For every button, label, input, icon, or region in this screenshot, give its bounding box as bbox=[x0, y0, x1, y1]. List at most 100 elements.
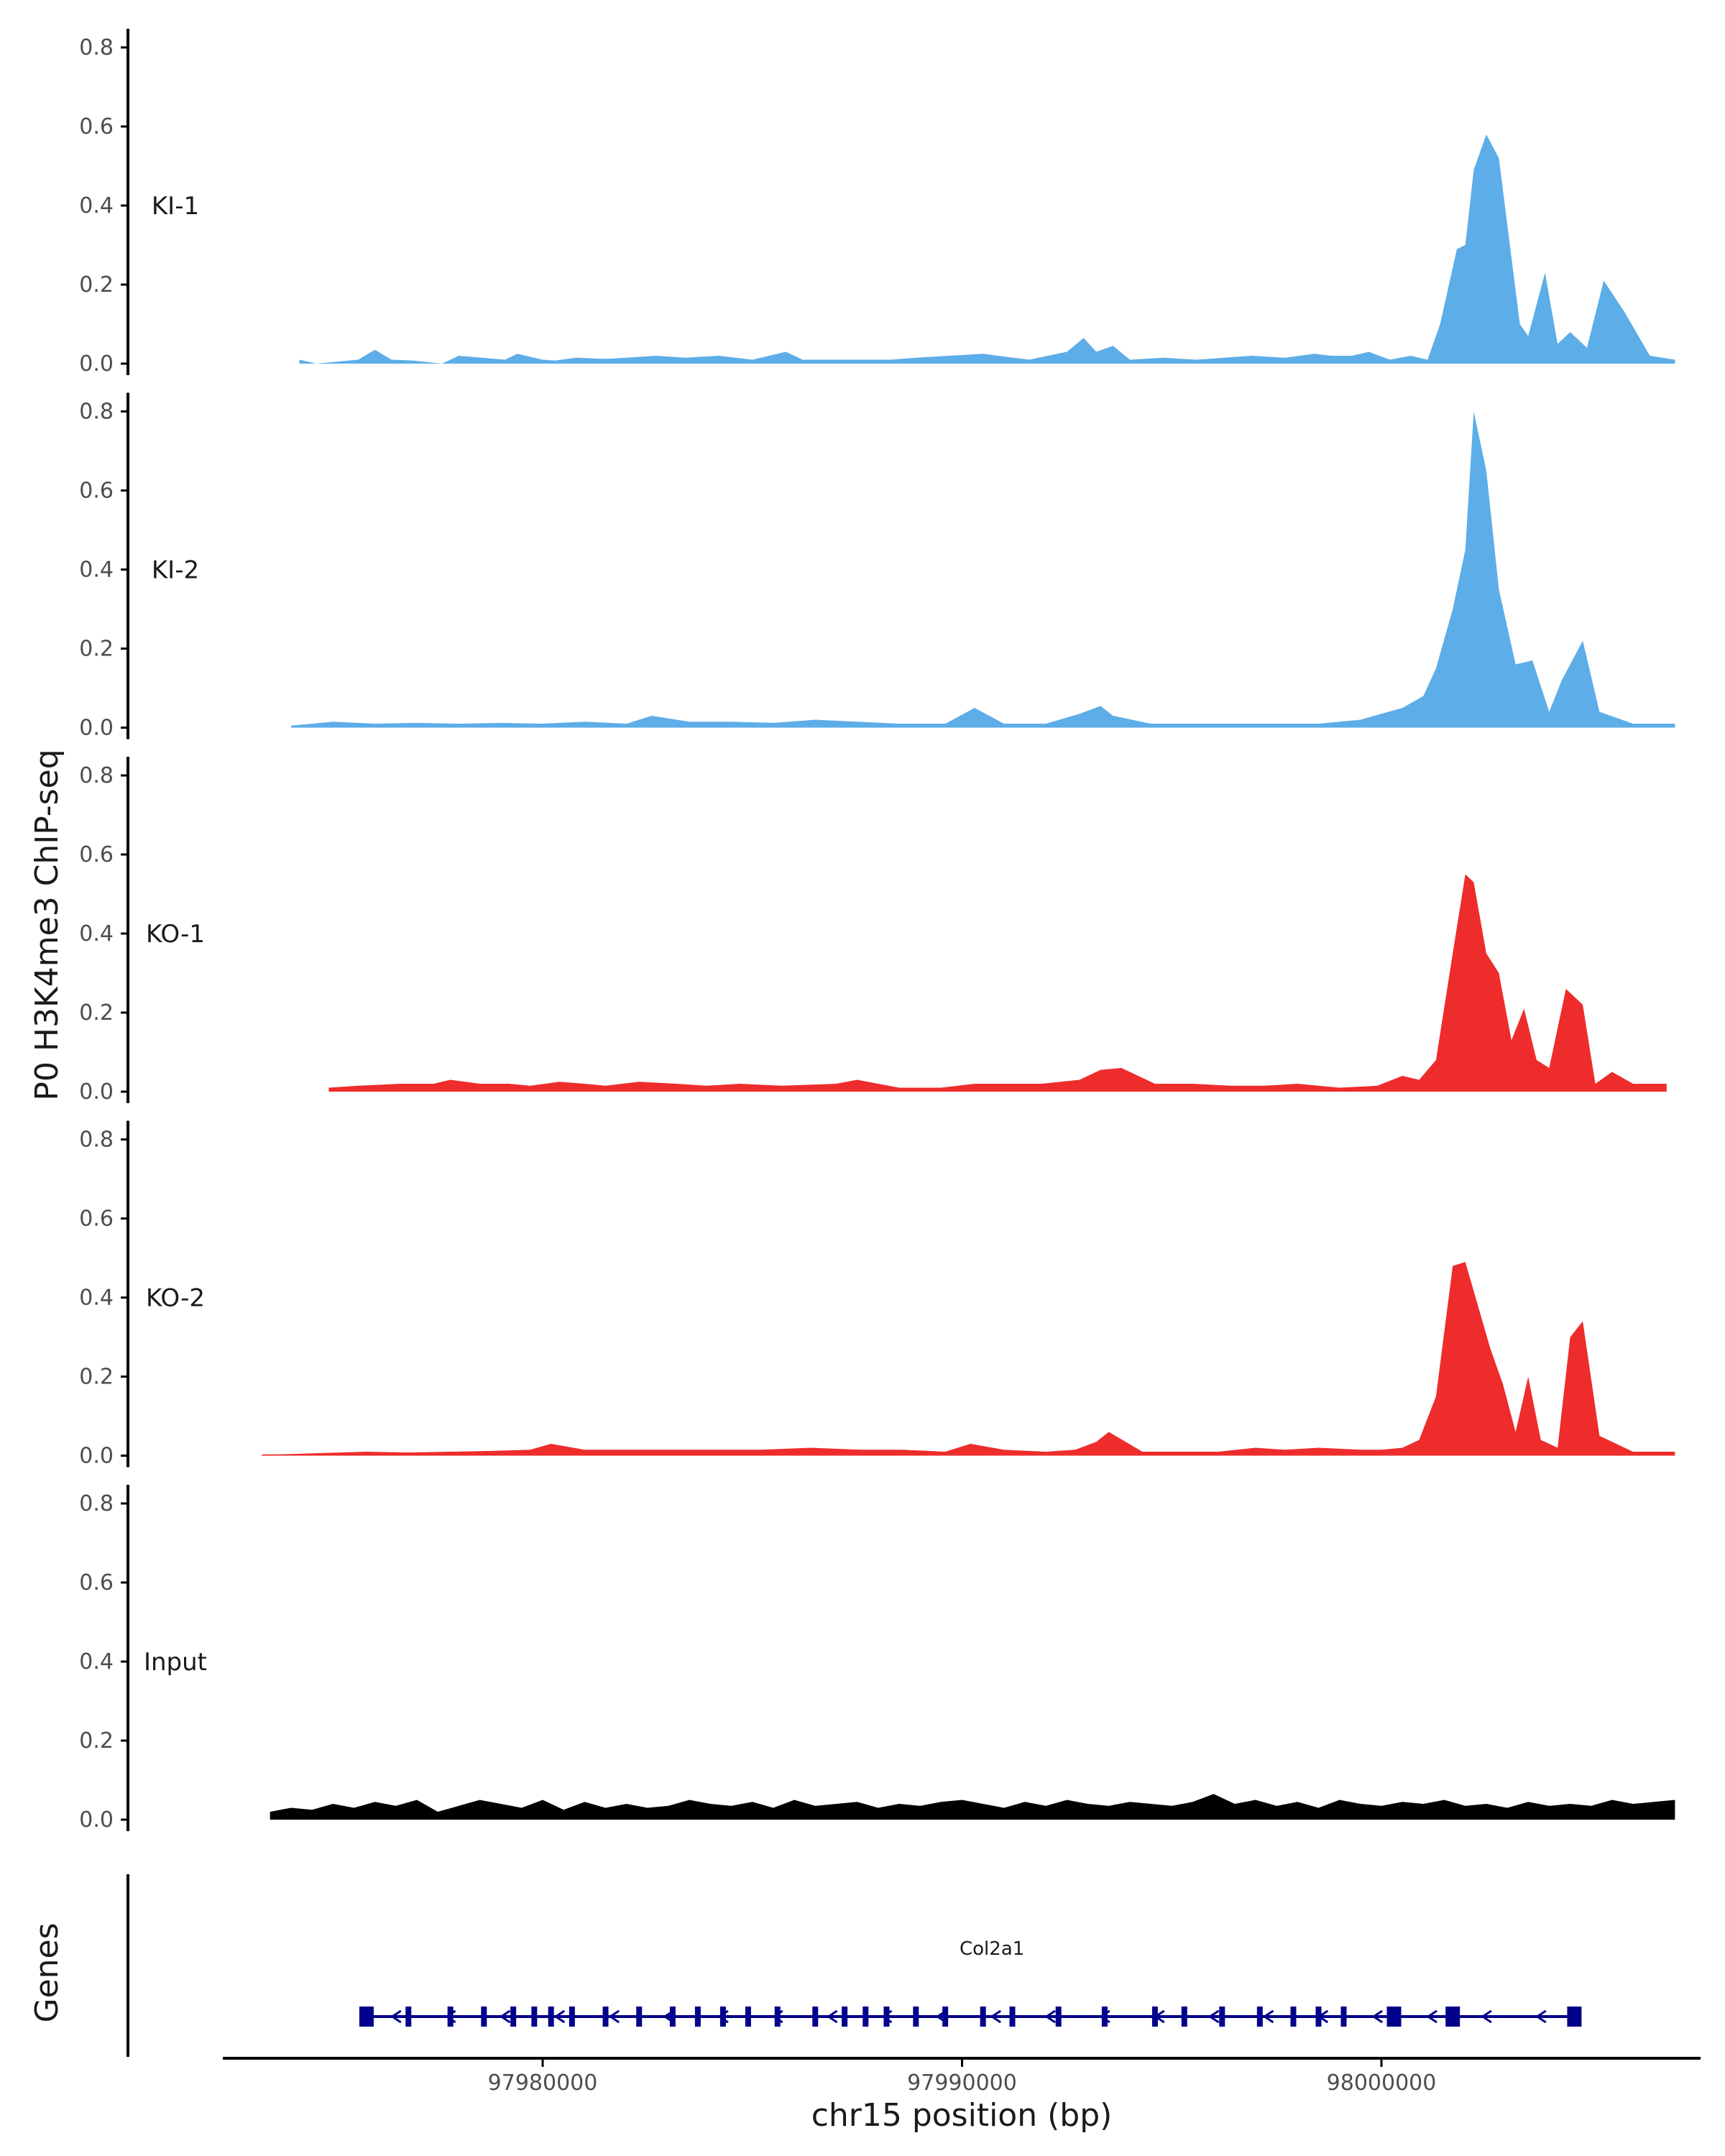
y-tick-label: 0.2 bbox=[79, 1365, 114, 1390]
strand-arrow bbox=[1481, 2009, 1492, 2024]
strand-arrow bbox=[990, 2009, 1002, 2024]
x-tick-label: 97980000 bbox=[488, 2070, 598, 2096]
track-ki-1: 0.0 0.2 0.4 0.6 0.8 KI-1 bbox=[79, 29, 1675, 377]
strand-arrow bbox=[499, 2009, 511, 2024]
gene-exon bbox=[1151, 2007, 1158, 2027]
strand-arrow bbox=[1262, 2009, 1274, 2024]
track-label: KI-1 bbox=[152, 192, 199, 221]
gene-exon bbox=[359, 2007, 374, 2027]
strand-arrow bbox=[1535, 2009, 1547, 2024]
y-tick-label: 0.6 bbox=[79, 114, 114, 139]
y-tick-label: 0.8 bbox=[79, 35, 114, 60]
gene-exon bbox=[669, 2007, 676, 2027]
y-tick-label: 0.0 bbox=[79, 716, 114, 741]
gene-exon bbox=[510, 2007, 517, 2027]
track-label: KI-2 bbox=[152, 556, 199, 585]
gene-exon bbox=[481, 2007, 487, 2027]
gene-exon bbox=[883, 2007, 890, 2027]
gene-exon bbox=[548, 2007, 554, 2027]
gene-exon bbox=[1340, 2007, 1347, 2027]
y-tick-label: 0.8 bbox=[79, 1128, 114, 1153]
strand-arrow bbox=[390, 2009, 402, 2024]
strand-arrow bbox=[1371, 2009, 1384, 2024]
gene-exon bbox=[719, 2007, 726, 2027]
y-tick-label: 0.2 bbox=[79, 1000, 114, 1026]
y-tick-label: 0.0 bbox=[79, 1444, 114, 1469]
y-tick-label: 0.2 bbox=[79, 272, 114, 298]
genes-axis-title: Genes bbox=[29, 1922, 65, 2022]
strand-arrow bbox=[608, 2009, 620, 2024]
gene-exon bbox=[913, 2007, 919, 2027]
strand-arrow bbox=[826, 2009, 838, 2024]
gene-exon bbox=[1219, 2007, 1225, 2027]
gene-exon bbox=[1386, 2007, 1402, 2027]
track-label: Input bbox=[144, 1648, 207, 1677]
y-tick-label: 0.4 bbox=[79, 921, 114, 946]
gene-exon bbox=[1101, 2007, 1108, 2027]
signal-area-input bbox=[270, 1794, 1675, 1820]
gene-exon bbox=[1567, 2007, 1582, 2027]
tracks-layer: 0.00.20.40.60.8KI-10.00.20.40.60.8KI-20.… bbox=[79, 29, 1675, 1833]
y-tick-label: 0.0 bbox=[79, 1079, 114, 1105]
y-tick-label: 0.6 bbox=[79, 479, 114, 504]
track-input: 0.0 0.2 0.4 0.6 0.8 Input bbox=[79, 1485, 1675, 1833]
y-tick-label: 0.6 bbox=[79, 842, 114, 867]
track-label: KO-1 bbox=[146, 920, 205, 949]
gene-exon bbox=[1445, 2007, 1460, 2027]
y-axis-title: P0 H3K4me3 ChIP-seq bbox=[29, 749, 65, 1100]
y-tick-label: 0.8 bbox=[79, 400, 114, 425]
y-tick-label: 0.6 bbox=[79, 1570, 114, 1595]
track-ki-2: 0.0 0.2 0.4 0.6 0.8 KI-2 bbox=[79, 392, 1675, 741]
y-tick-label: 0.4 bbox=[79, 1649, 114, 1674]
gene-exon bbox=[447, 2007, 454, 2027]
gene-name-label: Col2a1 bbox=[960, 1938, 1024, 1960]
gene-exon bbox=[842, 2007, 848, 2027]
y-tick-label: 0.0 bbox=[79, 1807, 114, 1833]
signal-area-ki-2 bbox=[290, 411, 1675, 728]
gene-exon bbox=[1181, 2007, 1187, 2027]
signal-area-ko-1 bbox=[328, 874, 1667, 1092]
y-tick-label: 0.0 bbox=[79, 351, 114, 377]
signal-area-ko-2 bbox=[262, 1262, 1675, 1456]
y-tick-label: 0.8 bbox=[79, 763, 114, 788]
genes-layer: Col2a1 bbox=[126, 1874, 1582, 2057]
y-tick-label: 0.4 bbox=[79, 193, 114, 218]
gene-exon bbox=[569, 2007, 575, 2027]
gene-exon bbox=[774, 2007, 781, 2027]
y-tick-label: 0.2 bbox=[79, 637, 114, 662]
gene-exon bbox=[531, 2007, 538, 2027]
y-tick-label: 0.2 bbox=[79, 1728, 114, 1754]
track-ko-2: 0.0 0.2 0.4 0.6 0.8 KO-2 bbox=[79, 1120, 1675, 1469]
gene-exon bbox=[405, 2007, 412, 2027]
gene-exon bbox=[1009, 2007, 1016, 2027]
gene-exon bbox=[812, 2007, 819, 2027]
gene-exon bbox=[636, 2007, 643, 2027]
gene-exon bbox=[1256, 2007, 1263, 2027]
gene-exon bbox=[694, 2007, 701, 2027]
gene-exon bbox=[862, 2007, 869, 2027]
gene-exon bbox=[980, 2007, 986, 2027]
y-tick-label: 0.6 bbox=[79, 1207, 114, 1232]
strand-arrow bbox=[553, 2009, 566, 2024]
gene-exon bbox=[942, 2007, 949, 2027]
gene-exon bbox=[602, 2007, 609, 2027]
x-tick-label: 97990000 bbox=[907, 2070, 1017, 2096]
gene-exon bbox=[745, 2007, 751, 2027]
gene-exon bbox=[1055, 2007, 1062, 2027]
strand-arrow bbox=[1426, 2009, 1438, 2024]
track-label: KO-2 bbox=[146, 1284, 205, 1313]
y-tick-label: 0.8 bbox=[79, 1491, 114, 1516]
x-tick-label: 98000000 bbox=[1327, 2070, 1437, 2096]
strand-arrow bbox=[1208, 2009, 1220, 2024]
gene-exon bbox=[1290, 2007, 1297, 2027]
strand-arrow bbox=[1044, 2009, 1056, 2024]
x-axis-title: chr15 position (bp) bbox=[811, 2097, 1113, 2134]
x-axis: 97980000 97990000 98000000 bbox=[223, 2057, 1701, 2096]
y-tick-label: 0.4 bbox=[79, 558, 114, 583]
gene-col2a1: Col2a1 bbox=[359, 1938, 1582, 2027]
track-ko-1: 0.0 0.2 0.4 0.6 0.8 KO-1 bbox=[79, 757, 1667, 1105]
y-tick-label: 0.4 bbox=[79, 1286, 114, 1311]
signal-area-ki-1 bbox=[299, 134, 1675, 364]
gene-exon bbox=[1315, 2007, 1322, 2027]
